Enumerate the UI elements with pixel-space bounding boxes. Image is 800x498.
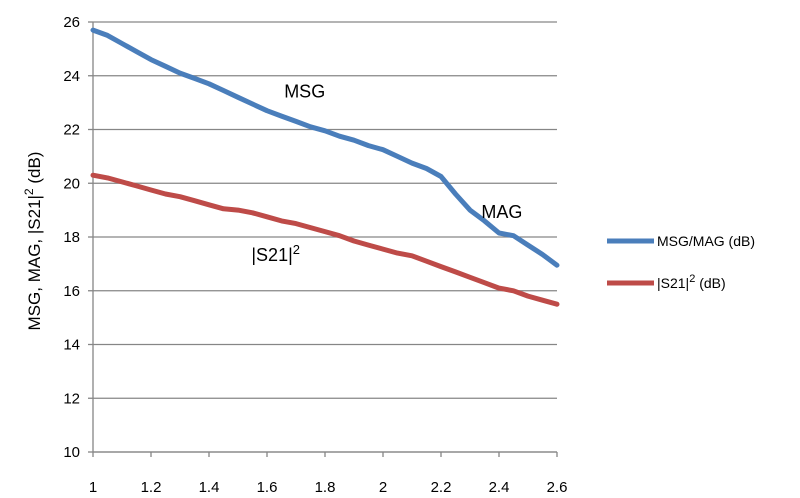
axes	[88, 21, 558, 457]
x-tick-label: 2.2	[431, 479, 452, 496]
annotation-s21: |S21|2	[251, 242, 300, 266]
y-tick-label: 10	[63, 444, 80, 461]
series-line-s21	[90, 172, 560, 307]
annotation-s21-main: |S21|	[251, 245, 292, 265]
x-tick-label: 2	[379, 479, 387, 496]
y-tick-label: 24	[63, 68, 80, 85]
annotation-msg-main: MSG	[284, 81, 325, 101]
legend-label-msg-mag: MSG/MAG (dB)	[657, 233, 755, 249]
y-tick-label: 16	[63, 283, 80, 300]
legend-label-msg-mag-main: MSG/MAG (dB)	[657, 233, 755, 249]
annotation-mag: MAG	[481, 202, 522, 222]
annotation-s21-sup: 2	[293, 242, 300, 257]
annotation-msg: MSG	[284, 81, 325, 101]
annotations: MSG MAG |S21|2	[251, 81, 522, 265]
x-tick-label: 1.4	[199, 479, 220, 496]
y-tick-label: 12	[63, 390, 80, 407]
x-tick-label: 2.6	[547, 479, 568, 496]
legend-label-s21-sup: 2	[689, 273, 695, 285]
legend-label-s21-main: |S21|	[657, 275, 689, 291]
series-group	[90, 27, 560, 307]
y-axis-label-sup: 2	[22, 188, 36, 195]
x-tick-label: 1	[89, 479, 97, 496]
y-tick-label: 22	[63, 122, 80, 139]
legend: MSG/MAG (dB) |S21|2 (dB)	[607, 233, 755, 291]
series-line-msg-mag	[90, 27, 560, 268]
legend-label-s21: |S21|2 (dB)	[657, 273, 726, 291]
x-tick-label: 1.6	[257, 479, 278, 496]
y-tick-label: 26	[63, 14, 80, 31]
y-tick-labels: 10 12 14 16 18 20 22 24 26	[63, 14, 80, 461]
legend-label-s21-suffix: (dB)	[695, 275, 725, 291]
y-tick-label: 14	[63, 337, 80, 354]
x-tick-labels: 1 1.2 1.4 1.6 1.8 2 2.2 2.4 2.6	[89, 479, 568, 496]
x-tick-label: 1.8	[315, 479, 336, 496]
y-axis-label-main: MSG, MAG, |S21|	[25, 195, 44, 330]
y-axis-label: MSG, MAG, |S21|2 (dB)	[22, 152, 44, 331]
annotation-mag-main: MAG	[481, 202, 522, 222]
gridlines	[93, 21, 557, 453]
y-tick-label: 18	[63, 229, 80, 246]
y-tick-label: 20	[63, 175, 80, 192]
x-tick-label: 2.4	[489, 479, 510, 496]
y-axis-label-suffix: (dB)	[25, 152, 44, 189]
x-tick-label: 1.2	[141, 479, 162, 496]
